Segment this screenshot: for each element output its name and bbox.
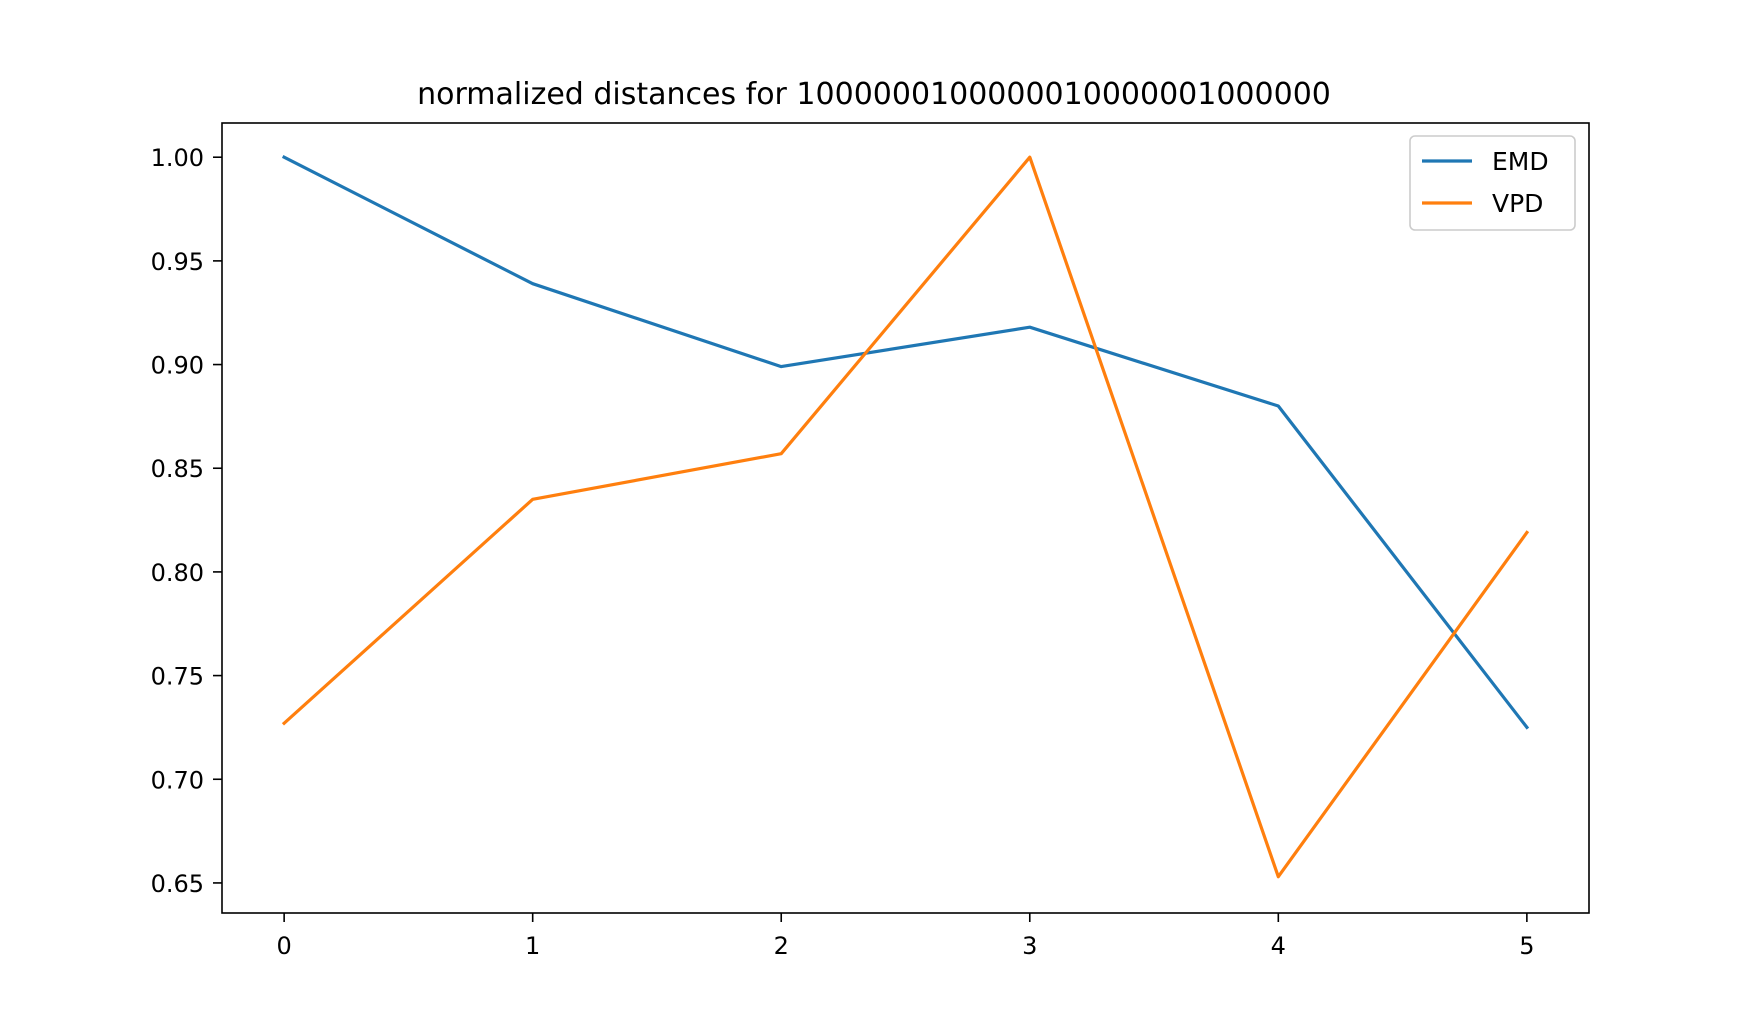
y-tick-label: 0.70	[151, 766, 204, 794]
legend-label-emd: EMD	[1492, 147, 1549, 176]
plot-frame	[221, 122, 1590, 914]
x-tick-label: 4	[1271, 932, 1286, 960]
y-tick-label: 0.95	[151, 248, 204, 276]
y-tick-label: 0.85	[151, 455, 204, 483]
x-tick-label: 3	[1022, 932, 1037, 960]
y-tick-label: 0.90	[151, 352, 204, 380]
x-tick-label: 5	[1519, 932, 1534, 960]
x-tick-label: 0	[276, 932, 291, 960]
y-tick-label: 0.75	[151, 663, 204, 691]
chart-title: normalized distances for 100000010000001…	[417, 77, 1331, 112]
x-tick-label: 1	[525, 932, 540, 960]
series-line-vpd	[281, 155, 1530, 879]
y-tick-label: 0.65	[151, 870, 204, 898]
y-tick-label: 1.00	[151, 144, 204, 172]
series-layer	[281, 155, 1530, 879]
series-line-emd	[281, 155, 1530, 730]
legend-label-vpd: VPD	[1492, 189, 1543, 218]
x-tick-label: 2	[774, 932, 789, 960]
legend: EMD VPD	[1409, 135, 1576, 231]
axes: 0 1 2 3 4 5 1.00 0.95 0.90 0.85 0.80 0.75 0.70 0.65	[151, 144, 1535, 960]
y-tick-label: 0.80	[151, 559, 204, 587]
